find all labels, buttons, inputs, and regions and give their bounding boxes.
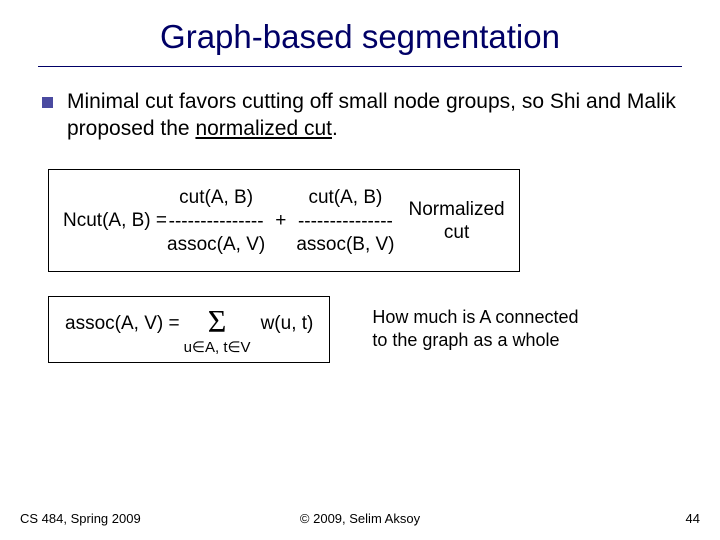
ncut-dash1: --------------- (169, 210, 264, 234)
footer-page: 44 (686, 511, 700, 526)
ncut-num2: cut(A, B) (308, 186, 382, 210)
assoc-w: w(u, t) (261, 313, 314, 335)
bullet-icon (42, 97, 53, 108)
body-underlined: normalized cut (195, 117, 332, 140)
ncut-num1: cut(A, B) (179, 186, 253, 210)
body-line: Minimal cut favors cutting off small nod… (67, 90, 676, 140)
ncut-formula-box: Ncut(A, B) = cut(A, B) --------------- a… (48, 169, 520, 272)
assoc-formula-box: assoc(A, V) = Σ u∈A, t∈V w(u, t) (48, 296, 330, 363)
footer-center: © 2009, Selim Aksoy (300, 511, 420, 526)
slide: Graph-based segmentation Minimal cut fav… (0, 0, 720, 540)
ncut-plus: + (265, 210, 296, 232)
assoc-row: assoc(A, V) = Σ u∈A, t∈V w(u, t) How muc… (48, 296, 682, 363)
ncut-lhs: Ncut(A, B) = (63, 210, 167, 232)
ncut-label2: cut (444, 221, 469, 245)
sigma-icon: Σ (208, 307, 227, 336)
ncut-den1: assoc(A, V) (167, 233, 265, 257)
body-text: Minimal cut favors cutting off small nod… (67, 89, 682, 143)
slide-title: Graph-based segmentation (38, 18, 682, 66)
ncut-frac-1: cut(A, B) --------------- assoc(A, V) (167, 186, 265, 257)
body-suffix: . (332, 117, 338, 140)
ncut-frac-2: cut(A, B) --------------- assoc(B, V) (296, 186, 394, 257)
sigma-block: Σ u∈A, t∈V (184, 307, 251, 356)
footer-left: CS 484, Spring 2009 (20, 511, 141, 526)
body-row: Minimal cut favors cutting off small nod… (38, 89, 682, 165)
ncut-dash2: --------------- (298, 210, 393, 234)
assoc-lhs: assoc(A, V) = (65, 313, 180, 335)
ncut-label: Normalized cut (409, 198, 505, 246)
assoc-desc1: How much is A connected (372, 306, 578, 329)
assoc-desc: How much is A connected to the graph as … (372, 306, 578, 352)
sigma-subscript: u∈A, t∈V (184, 338, 251, 356)
ncut-label1: Normalized (409, 198, 505, 222)
ncut-den2: assoc(B, V) (296, 233, 394, 257)
title-rule (38, 66, 682, 67)
assoc-desc2: to the graph as a whole (372, 329, 578, 352)
